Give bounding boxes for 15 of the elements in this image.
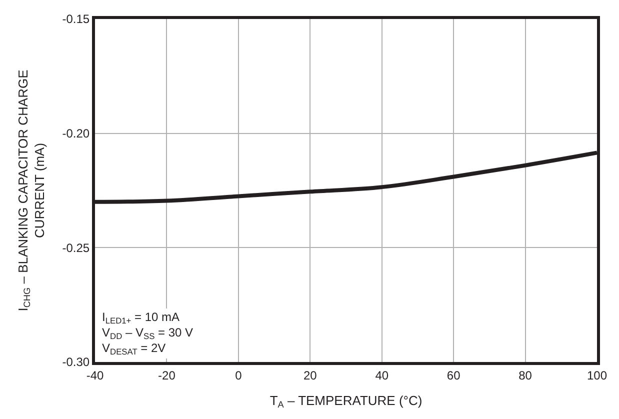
y-tick-label: -0.30: [62, 355, 90, 370]
x-tick-label: 0: [235, 368, 242, 382]
x-tick-label: 40: [375, 368, 389, 382]
y-tick-label: -0.25: [62, 240, 90, 255]
x-tick-label: 60: [446, 368, 461, 382]
text: I$_{LED1+}$ = 10 mA V$_{DD}$ – V$_{SS}$ = 30 V V$_{DESAT}$ = 2V: [102, 310, 194, 357]
x-tick-label: 20: [303, 368, 318, 382]
x-axis-title: T$_{A}$ – TEMPERATURE (°C): [270, 393, 422, 410]
x-tick-label: 100: [586, 368, 608, 382]
x-tick-label: 80: [518, 368, 532, 382]
y-tick-label: -0.15: [62, 12, 90, 26]
line-series: [95, 150, 597, 204]
x-tick-label: -40: [86, 368, 104, 382]
y-tick-label: -0.20: [62, 126, 90, 141]
x-tick-label: -20: [158, 368, 176, 382]
